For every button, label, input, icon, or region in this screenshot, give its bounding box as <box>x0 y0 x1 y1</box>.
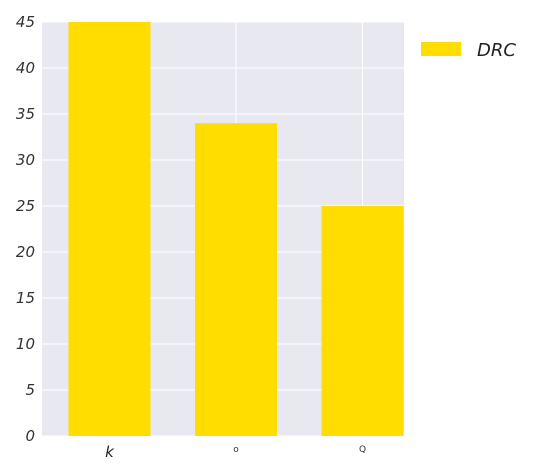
y-tick-label: 20 <box>16 243 35 261</box>
bar <box>321 206 404 436</box>
y-axis-ticks: 0 5 10 15 20 25 30 35 40 45 <box>16 13 35 445</box>
legend-label: DRC <box>477 40 516 61</box>
bars <box>68 22 404 436</box>
legend-swatch <box>421 42 461 56</box>
y-tick-label: 10 <box>16 335 35 353</box>
y-tick-label: 0 <box>25 427 35 445</box>
y-tick-label: 45 <box>16 13 35 31</box>
x-tick-label: Q <box>359 445 366 455</box>
x-tick-label: o <box>233 445 239 455</box>
x-tick-label: k <box>105 443 115 461</box>
y-tick-label: 5 <box>25 381 35 399</box>
y-tick-label: 30 <box>16 151 35 169</box>
y-tick-label: 40 <box>16 59 35 77</box>
bar <box>68 22 151 436</box>
legend: DRC <box>421 40 516 61</box>
y-tick-label: 15 <box>16 289 35 307</box>
bar <box>195 123 277 436</box>
y-tick-label: 25 <box>16 197 35 215</box>
y-tick-label: 35 <box>16 105 35 123</box>
